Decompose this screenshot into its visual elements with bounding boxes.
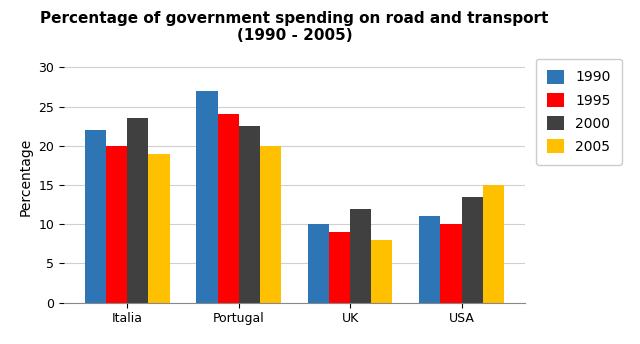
Bar bbox=[148, 154, 170, 303]
Bar bbox=[419, 216, 440, 303]
Bar bbox=[106, 146, 127, 303]
Bar bbox=[461, 197, 483, 303]
Bar bbox=[127, 118, 148, 303]
Bar bbox=[350, 208, 371, 303]
Legend: 1990, 1995, 2000, 2005: 1990, 1995, 2000, 2005 bbox=[536, 58, 621, 165]
Bar bbox=[483, 185, 504, 303]
Y-axis label: Percentage: Percentage bbox=[19, 138, 33, 216]
Bar bbox=[218, 115, 239, 303]
Bar bbox=[196, 91, 218, 303]
Bar bbox=[85, 130, 106, 303]
Bar bbox=[329, 232, 350, 303]
Bar bbox=[308, 224, 329, 303]
Bar bbox=[440, 224, 461, 303]
Bar bbox=[260, 146, 281, 303]
Title: Percentage of government spending on road and transport
(1990 - 2005): Percentage of government spending on roa… bbox=[40, 11, 548, 43]
Bar bbox=[239, 126, 260, 303]
Bar bbox=[371, 240, 392, 303]
